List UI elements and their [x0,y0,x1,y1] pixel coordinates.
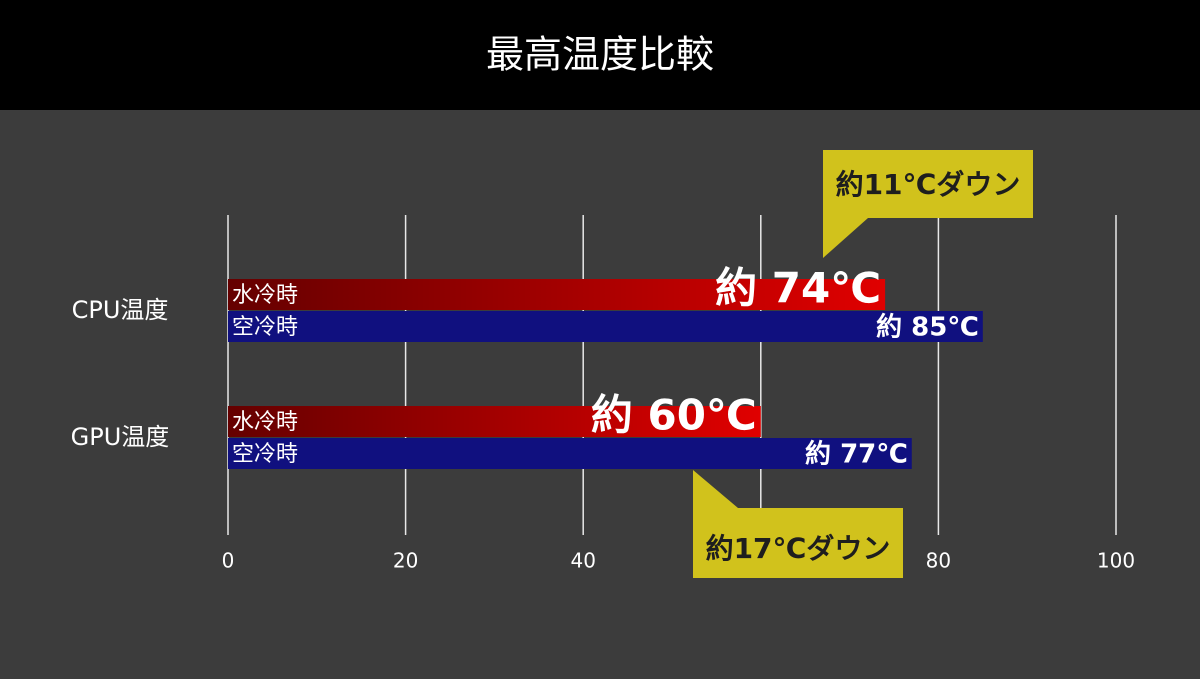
x-tick-label: 80 [926,549,951,573]
value-label: 約 60℃ [591,391,757,440]
callout-box [693,508,903,578]
bar [228,438,912,469]
x-tick-label: 100 [1097,549,1135,573]
bar-shade [228,279,886,310]
value-label: 約 74℃ [715,264,881,313]
y-tick-label: CPU温度 [72,296,169,324]
bar [228,311,983,342]
annotation: 約11℃ダウン [836,168,1021,201]
value-label: 約 85℃ [876,312,979,343]
x-tick-label: 40 [570,549,595,573]
title-banner [0,0,1200,110]
callout-tail [823,218,868,258]
callout-box [823,150,1033,218]
value-label: 約 77℃ [805,439,908,470]
y-tick-label: GPU温度 [71,423,170,451]
bar-shade [228,406,761,437]
annotation: 約17℃ダウン [706,532,891,565]
bar-series-label: 空冷時 [232,442,298,467]
chart-title: 最高温度比較 [486,33,714,77]
x-tick-label: 0 [222,549,235,573]
x-tick-label: 20 [393,549,418,573]
callout-tail [693,470,738,508]
bar-series-label: 空冷時 [232,315,298,340]
bar-series-label: 水冷時 [232,410,298,435]
bar-series-label: 水冷時 [232,283,298,308]
